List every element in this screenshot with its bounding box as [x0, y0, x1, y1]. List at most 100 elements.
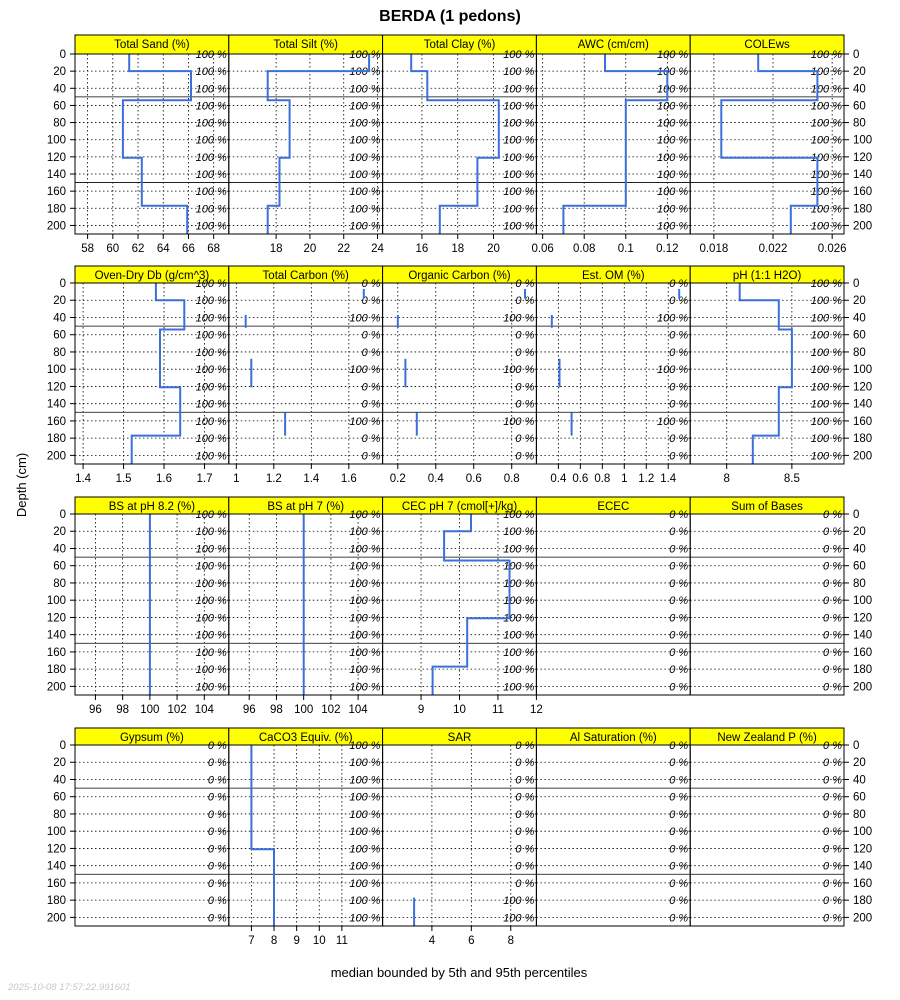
data-coverage-label: 100 % — [503, 203, 534, 215]
timestamp-label: 2025-10-08 17:57:22.991601 — [7, 982, 131, 993]
median-profile-line — [250, 745, 275, 926]
data-coverage-label: 100 % — [349, 740, 380, 752]
data-coverage-label: 100 % — [503, 220, 534, 232]
data-coverage-label: 0 % — [823, 895, 842, 907]
data-coverage-label: 100 % — [657, 186, 688, 198]
data-coverage-label: 100 % — [503, 118, 534, 130]
data-coverage-label: 100 % — [349, 135, 380, 147]
panel-title: Organic Carbon (%) — [408, 270, 510, 282]
data-coverage-label: 0 % — [362, 399, 381, 411]
data-coverage-label: 100 % — [503, 578, 534, 590]
depth-tick-label: 20 — [853, 295, 866, 307]
data-coverage-label: 100 % — [196, 681, 227, 693]
x-tick-label: 0.8 — [504, 473, 520, 485]
data-coverage-label: 0 % — [669, 809, 688, 821]
median-profile-line — [121, 54, 192, 234]
data-coverage-label: 100 % — [196, 203, 227, 215]
figure-title: BERDA (1 pedons) — [379, 8, 521, 25]
data-coverage-label: 100 % — [811, 381, 842, 393]
depth-tick-label: 0 — [60, 740, 66, 752]
x-tick-label: 100 — [294, 704, 313, 716]
x-tick-label: 1.2 — [638, 473, 654, 485]
data-coverage-label: 0 % — [208, 861, 227, 873]
data-coverage-label: 100 % — [657, 66, 688, 78]
panel: BS at pH 8.2 (%)100 %100 %100 %100 %100 … — [47, 496, 230, 716]
data-coverage-label: 0 % — [362, 381, 381, 393]
data-coverage-label: 0 % — [515, 347, 534, 359]
depth-tick-label: 80 — [53, 118, 66, 130]
data-coverage-label: 100 % — [196, 312, 227, 324]
depth-tick-label: 120 — [853, 612, 872, 624]
data-coverage-label: 100 % — [503, 612, 534, 624]
data-coverage-label: 100 % — [811, 312, 842, 324]
depth-tick-label: 100 — [47, 826, 66, 838]
panel-frame — [689, 744, 845, 927]
panel: CEC pH 7 (cmol[+]/kg)100 %100 %100 %100 … — [382, 496, 543, 716]
panel-title: Gypsum (%) — [120, 732, 184, 744]
depth-tick-label: 40 — [53, 543, 66, 555]
panel: Total Clay (%) 100 % 100 % 100 % 100 % 100 % 1… — [382, 34, 537, 255]
x-tick-label: 102 — [167, 704, 186, 716]
depth-tick-label: 80 — [53, 578, 66, 590]
panel-title: Sum of Bases — [731, 501, 803, 513]
depth-tick-label: 40 — [53, 312, 66, 324]
x-tick-label: 8 — [271, 935, 277, 947]
data-coverage-label: 0 % — [823, 526, 842, 538]
data-coverage-label: 100 % — [657, 83, 688, 95]
data-coverage-label: 0 % — [669, 861, 688, 873]
data-coverage-label: 100 % — [503, 526, 534, 538]
panel-title: SAR — [448, 732, 472, 744]
data-coverage-label: 100 % — [349, 647, 380, 659]
x-tick-label: 16 — [416, 243, 429, 255]
depth-tick-label: 160 — [47, 416, 66, 428]
data-coverage-label: 100 % — [503, 169, 534, 181]
data-coverage-label: 0 % — [669, 330, 688, 342]
data-coverage-label: 100 % — [349, 49, 380, 61]
data-coverage-label: 100 % — [349, 83, 380, 95]
depth-tick-label: 120 — [47, 612, 66, 624]
data-coverage-label: 100 % — [196, 416, 227, 428]
depth-tick-label: 120 — [47, 381, 66, 393]
x-tick-label: 98 — [116, 704, 129, 716]
x-tick-label: 0.8 — [594, 473, 610, 485]
data-coverage-label: 100 % — [657, 152, 688, 164]
x-tick-label: 0.4 — [550, 473, 567, 485]
data-coverage-label: 0 % — [515, 878, 534, 890]
depth-tick-label: 100 — [853, 135, 872, 147]
data-coverage-label: 0 % — [208, 774, 227, 786]
data-coverage-label: 100 % — [811, 135, 842, 147]
data-coverage-label: 100 % — [503, 186, 534, 198]
data-coverage-label: 100 % — [196, 509, 227, 521]
panel-frame — [689, 282, 845, 465]
depth-tick-label: 80 — [853, 347, 866, 359]
data-coverage-label: 100 % — [349, 664, 380, 676]
data-coverage-label: 100 % — [503, 543, 534, 555]
panel: pH (1:1 H2O) 100 % 100 % 100 % 100 % 100 % 100… — [689, 265, 872, 485]
panel-frame — [535, 513, 691, 696]
depth-tick-label: 60 — [853, 792, 866, 804]
x-tick-label: 22 — [337, 243, 350, 255]
panel-title: CaCO3 Equiv. (%) — [259, 732, 353, 744]
x-tick-label: 9 — [418, 704, 424, 716]
depth-tick-label: 0 — [60, 509, 66, 521]
panel-title: Al Saturation (%) — [570, 732, 657, 744]
data-coverage-label: 100 % — [196, 647, 227, 659]
data-coverage-label: 100 % — [811, 399, 842, 411]
panel: Total Silt (%) 100 % 100 % 100 % 100 % 100 % 1… — [228, 34, 385, 255]
data-coverage-label: 0 % — [515, 809, 534, 821]
data-coverage-label: 100 % — [811, 278, 842, 290]
data-coverage-label: 100 % — [349, 152, 380, 164]
data-coverage-label: 100 % — [196, 152, 227, 164]
data-coverage-label: 100 % — [349, 826, 380, 838]
data-coverage-label: 0 % — [669, 792, 688, 804]
data-coverage-label: 100 % — [349, 203, 380, 215]
panel: Oven-Dry Db (g/cm^3)100 %100 %100 %100 %… — [47, 265, 230, 485]
depth-tick-label: 200 — [853, 220, 872, 232]
data-coverage-label: 100 % — [196, 100, 227, 112]
depth-tick-label: 40 — [853, 543, 866, 555]
x-tick-label: 20 — [487, 243, 500, 255]
depth-tick-label: 0 — [60, 278, 66, 290]
data-coverage-label: 0 % — [669, 612, 688, 624]
data-coverage-label: 100 % — [196, 118, 227, 130]
